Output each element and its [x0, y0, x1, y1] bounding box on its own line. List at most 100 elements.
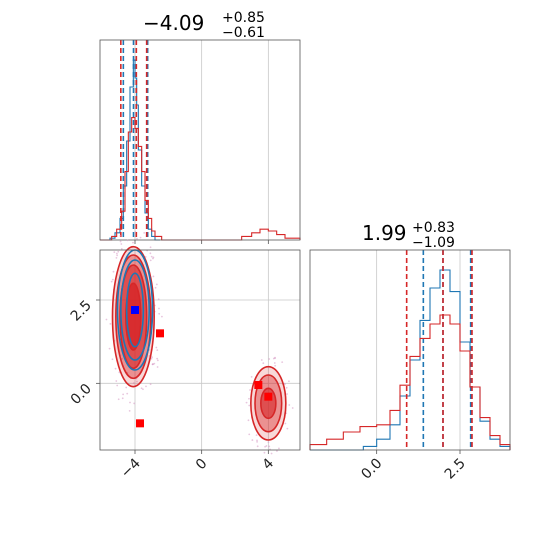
scatter-point	[278, 447, 280, 450]
scatter-point	[268, 445, 271, 448]
scatter-point	[272, 357, 275, 360]
scatter-point	[132, 382, 135, 385]
scatter-point	[250, 375, 253, 378]
scatter-point	[148, 348, 151, 351]
scatter-point	[156, 359, 159, 362]
scatter-point	[149, 252, 152, 255]
scatter-point	[262, 362, 265, 365]
scatter-point	[267, 441, 270, 444]
scatter-point	[119, 235, 122, 237]
scatter-point	[128, 409, 131, 412]
histogram-blue	[100, 59, 160, 241]
scatter-point	[122, 393, 125, 396]
histogram-red	[100, 117, 301, 241]
scatter-point	[120, 247, 123, 250]
panel-contour	[96, 230, 301, 455]
scatter-point	[121, 397, 124, 400]
scatter-point	[260, 359, 263, 361]
scatter-point	[149, 383, 152, 386]
scatter-point	[161, 315, 163, 318]
scatter-point	[151, 356, 153, 359]
scatter-point	[136, 380, 138, 383]
contour-ytick-label: 2.5	[68, 298, 95, 325]
scatter-point	[115, 256, 118, 259]
scatter-point	[276, 450, 278, 452]
scatter-point	[132, 241, 134, 244]
scatter-point	[268, 358, 271, 360]
scatter-point	[115, 252, 118, 255]
contour-ytick-label: 0.0	[68, 381, 95, 408]
scatter-point	[154, 286, 157, 289]
scatter-point	[120, 243, 123, 245]
scatter-point	[273, 362, 276, 364]
scatter-point	[117, 250, 120, 253]
scatter-point	[151, 363, 154, 366]
scatter-point	[134, 230, 137, 233]
scatter-point	[265, 445, 268, 447]
scatter-point	[145, 385, 147, 388]
scatter-point	[142, 388, 144, 391]
marker-red	[254, 381, 263, 389]
axes-frame	[309, 249, 511, 451]
scatter-point	[136, 237, 138, 240]
scatter-point	[115, 380, 118, 382]
title-param1-upper: +0.85	[222, 10, 265, 26]
scatter-point	[286, 393, 288, 395]
scatter-point	[114, 367, 117, 370]
hist2-xtick-label: 2.5	[442, 456, 469, 483]
scatter-point	[285, 386, 288, 389]
scatter-point	[133, 402, 136, 405]
histogram-red	[309, 314, 511, 450]
contour-level	[120, 259, 150, 361]
scatter-point	[119, 240, 122, 243]
scatter-point	[143, 231, 146, 234]
scatter-point	[149, 259, 152, 262]
scatter-point	[248, 433, 251, 436]
scatter-point	[158, 307, 160, 310]
scatter-point	[121, 357, 123, 360]
panel-hist-param2	[309, 249, 511, 454]
hist2-xtick-label: 0.0	[358, 456, 385, 483]
scatter-point	[110, 280, 113, 283]
marker-red	[156, 329, 164, 338]
panel-hist-param1	[99, 39, 301, 244]
title-param2: 1.99 +0.83 −1.09	[362, 220, 455, 251]
scatter-point	[152, 275, 155, 278]
scatter-point	[288, 380, 290, 383]
contour-xtick-label: 4	[260, 455, 278, 473]
scatter-point	[152, 256, 155, 259]
scatter-point	[117, 398, 120, 401]
axes-frame	[99, 249, 301, 451]
marker-red	[264, 392, 273, 401]
contour-level	[125, 282, 142, 351]
scatter-point	[112, 270, 115, 273]
scatter-point	[291, 407, 294, 409]
scatter-point	[256, 439, 258, 442]
scatter-point	[263, 451, 266, 454]
title-param1-lower: −0.61	[222, 25, 265, 41]
scatter-point	[125, 386, 128, 389]
scatter-point	[116, 384, 119, 387]
scatter-point	[248, 397, 250, 400]
scatter-point	[129, 401, 131, 404]
scatter-point	[156, 366, 159, 368]
scatter-point	[274, 364, 277, 367]
scatter-point	[249, 389, 251, 391]
contour-xtick-label: 0	[193, 456, 211, 474]
scatter-point	[281, 361, 284, 364]
marker-red	[136, 419, 144, 428]
scatter-point	[156, 357, 159, 360]
scatter-point	[139, 236, 142, 239]
title-param2-lower: −1.09	[412, 235, 455, 251]
title-param2-value: 1.99	[362, 221, 407, 245]
title-param1-value: −4.09	[143, 11, 204, 35]
scatter-point	[111, 278, 114, 281]
scatter-point	[256, 440, 258, 443]
scatter-point	[155, 283, 158, 286]
scatter-point	[150, 255, 153, 258]
scatter-point	[126, 239, 129, 242]
scatter-point	[270, 452, 273, 455]
contour-xtick-label: −4	[118, 455, 144, 481]
scatter-point	[156, 349, 159, 352]
